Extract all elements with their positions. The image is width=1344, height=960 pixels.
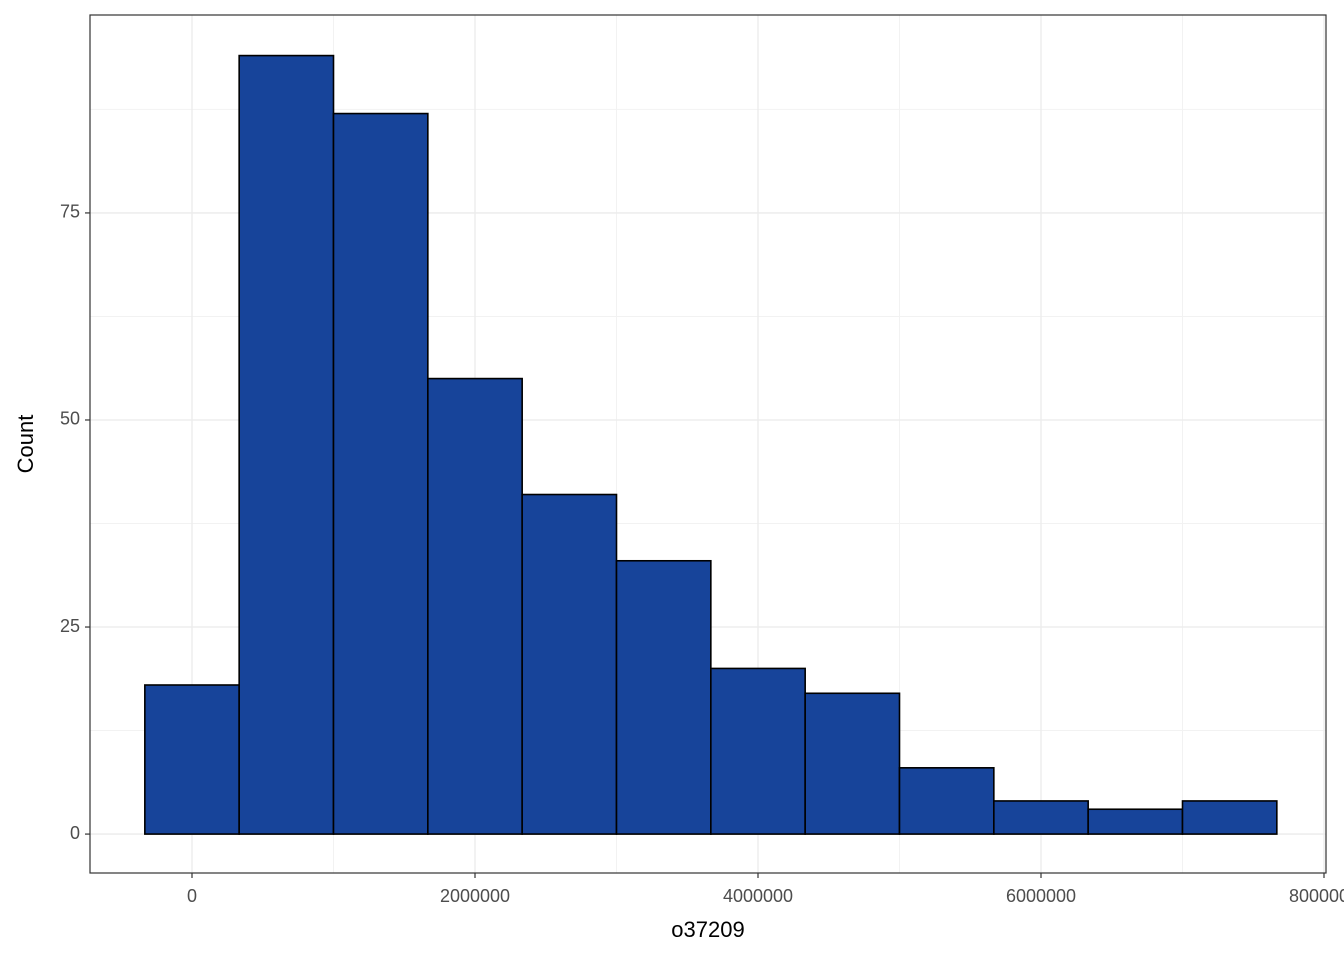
- bar: [993, 800, 1089, 835]
- y-axis-title: Count: [13, 415, 38, 474]
- bar: [710, 667, 806, 835]
- x-tick-label: 6000000: [1006, 886, 1076, 906]
- bar: [1087, 808, 1184, 835]
- bar: [332, 112, 429, 835]
- bar: [427, 377, 523, 835]
- x-axis-title: o37209: [671, 917, 744, 942]
- axes: 0 25 50 75 0 2000000 4000000 6000000 8000000: [60, 202, 1344, 906]
- x-tick-label: 4000000: [723, 886, 793, 906]
- bar: [898, 767, 995, 835]
- bar: [521, 493, 618, 835]
- bar: [144, 684, 240, 835]
- panel-border: [89, 14, 1327, 874]
- y-tick-label: 0: [70, 823, 80, 843]
- x-tick-label: 8000000: [1289, 886, 1344, 906]
- x-tick-label: 2000000: [440, 886, 510, 906]
- bar: [1181, 800, 1278, 835]
- y-tick-label: 25: [60, 616, 80, 636]
- bar: [238, 54, 335, 835]
- bars: [144, 54, 1278, 835]
- x-tick-label: 0: [187, 886, 197, 906]
- y-tick-label: 75: [60, 202, 80, 222]
- bar: [804, 692, 901, 835]
- bar: [615, 559, 712, 835]
- y-tick-label: 50: [60, 409, 80, 429]
